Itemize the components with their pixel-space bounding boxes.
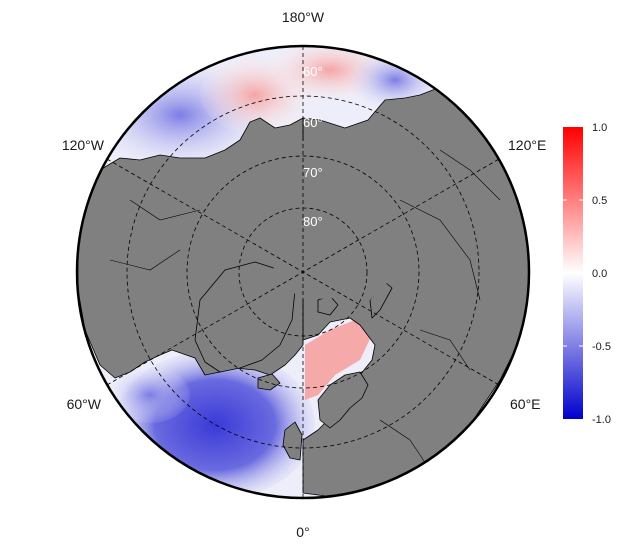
colorbar: 1.0 0.5 0.0 -0.5 -1.0 [563,122,611,426]
lat-60-label: 60° [303,64,323,79]
lon-label-120w: 120°W [62,137,105,153]
colorbar-tick-label: -1.0 [592,414,611,426]
map-disk [77,46,529,498]
map-boundary [75,44,531,500]
scandinavia-landmass [317,371,369,429]
lat-60-upper-label: 60° [303,115,323,130]
lon-label-60e: 60°E [510,396,541,412]
greenland-landmass [194,261,296,373]
colorbar-tick-marks [563,199,583,347]
lon-label-0: 0° [296,524,309,540]
barents-positive-anomaly [305,320,372,400]
labrador-negative-anomaly [110,367,190,423]
longitude-graticule [106,46,500,498]
iceland-landmass [257,373,281,391]
lat-70-circle [186,155,420,389]
colorbar-tick-label: 0.5 [592,195,607,207]
colorbar-gradient [563,127,583,419]
lon-label-120e: 120°E [508,137,546,153]
lon-label-180w: 180°W [282,9,325,25]
arctic-ocean-mask [240,140,405,300]
lon-label-60w: 60°W [67,396,102,412]
lat-80-label: 80° [303,214,323,229]
lat-70-label: 70° [303,165,323,180]
british-isles-landmass [282,421,303,461]
colorbar-tick-label: -0.5 [592,341,611,353]
meridian-60w-120e [106,158,500,386]
colorbar-tick-label: 1.0 [592,122,607,134]
colorbar-tick-label: 0.0 [592,268,607,280]
